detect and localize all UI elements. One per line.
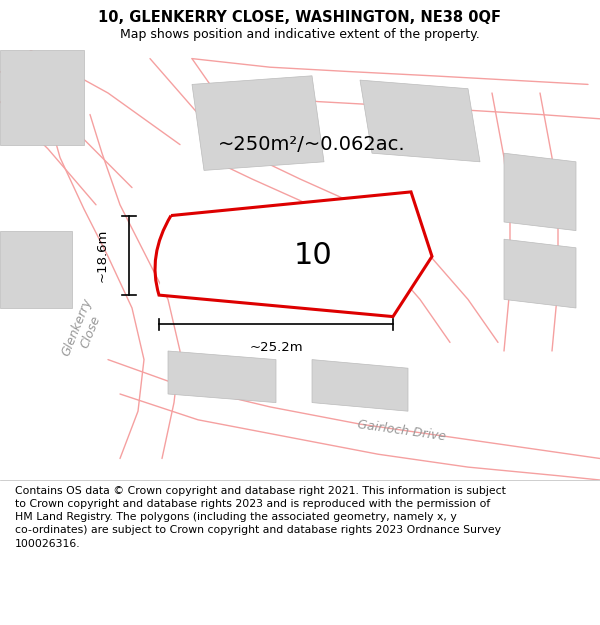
Text: Map shows position and indicative extent of the property.: Map shows position and indicative extent… (120, 28, 480, 41)
Text: ~25.2m: ~25.2m (249, 341, 303, 354)
Polygon shape (312, 359, 408, 411)
Polygon shape (0, 50, 84, 144)
Polygon shape (159, 192, 432, 317)
Polygon shape (504, 239, 576, 308)
Text: 10, GLENKERRY CLOSE, WASHINGTON, NE38 0QF: 10, GLENKERRY CLOSE, WASHINGTON, NE38 0Q… (98, 10, 502, 25)
Text: 10: 10 (294, 241, 332, 269)
Text: ~250m²/~0.062ac.: ~250m²/~0.062ac. (218, 135, 406, 154)
Text: Contains OS data © Crown copyright and database right 2021. This information is : Contains OS data © Crown copyright and d… (15, 486, 506, 549)
Polygon shape (360, 80, 480, 162)
Polygon shape (504, 153, 576, 231)
Text: Glenkerry
Close: Glenkerry Close (59, 296, 109, 363)
Text: Gairloch Drive: Gairloch Drive (357, 418, 447, 443)
Polygon shape (192, 76, 324, 171)
Text: ~18.6m: ~18.6m (95, 229, 109, 282)
Polygon shape (168, 351, 276, 403)
Polygon shape (0, 231, 72, 308)
